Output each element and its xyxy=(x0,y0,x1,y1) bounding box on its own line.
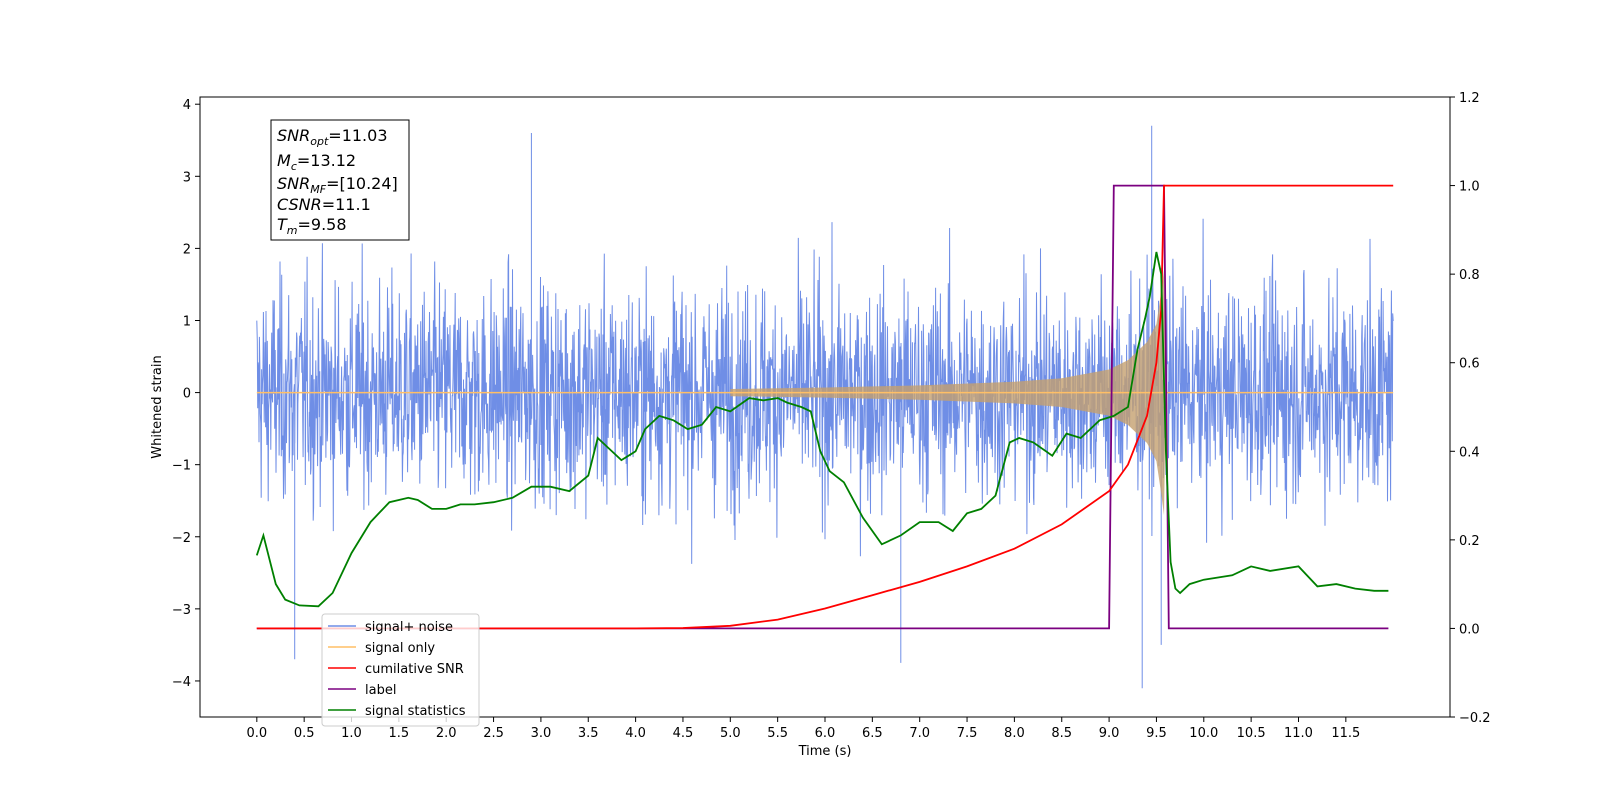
y-right-tick-label: 0.6 xyxy=(1459,357,1480,372)
y-axis-left: 4 3 2 1 0 −1 −2 −3 −4 xyxy=(172,98,200,690)
y-left-tick-label: 2 xyxy=(183,242,191,257)
info-tm: Tm=9.58 xyxy=(277,215,347,237)
info-box: SNRopt=11.03 Mc=13.12 SNRMF=[10.24] CSNR… xyxy=(270,119,410,241)
series-signal-statistics-line xyxy=(255,251,1389,608)
legend-item-cumilative-snr: cumilative SNR xyxy=(328,662,464,677)
y-left-tick-label: 0 xyxy=(183,387,191,402)
legend-item-signal-statistics: signal statistics xyxy=(328,704,466,719)
legend-label-label: label xyxy=(365,683,396,698)
x-tick-label: 5.5 xyxy=(767,726,788,741)
x-tick-label: 9.5 xyxy=(1146,726,1167,741)
x-tick-label: 4.5 xyxy=(673,726,694,741)
x-tick-label: 3.0 xyxy=(531,726,552,741)
y-left-tick-label: 4 xyxy=(183,98,191,113)
x-tick-label: 10.5 xyxy=(1237,726,1266,741)
y-right-tick-label: 0.4 xyxy=(1459,445,1480,460)
x-axis: 0.0 0.5 1.0 1.5 2.0 2.5 3.0 3.5 4.0 4.5 5.0 5.5 6.0 6… xyxy=(246,717,1360,741)
legend-label-cumilative-snr: cumilative SNR xyxy=(365,662,464,677)
x-tick-label: 0.5 xyxy=(294,726,315,741)
x-tick-label: 10.0 xyxy=(1189,726,1218,741)
x-tick-label: 7.0 xyxy=(909,726,930,741)
y-right-tick-label: −0.2 xyxy=(1459,711,1491,726)
x-tick-label: 4.0 xyxy=(625,726,646,741)
legend-label-signal-only: signal only xyxy=(365,641,435,656)
x-tick-label: 8.5 xyxy=(1051,726,1072,741)
series-cumilative-snr-line xyxy=(256,184,1394,630)
x-tick-label: 6.5 xyxy=(862,726,883,741)
x-tick-label: 8.0 xyxy=(1004,726,1025,741)
y-right-tick-label: 1.2 xyxy=(1459,91,1480,106)
legend-label-signal-statistics: signal statistics xyxy=(365,704,466,719)
x-tick-label: 1.5 xyxy=(389,726,410,741)
x-tick-label: 1.0 xyxy=(341,726,362,741)
legend-item-signal-noise: signal+ noise xyxy=(328,620,453,635)
series-signal-noise-line xyxy=(256,125,1394,689)
x-tick-label: 6.0 xyxy=(815,726,836,741)
x-axis-label: Time (s) xyxy=(798,744,852,759)
series-layer xyxy=(255,125,1394,689)
x-tick-label: 2.5 xyxy=(483,726,504,741)
x-tick-label: 3.5 xyxy=(578,726,599,741)
x-tick-label: 11.0 xyxy=(1284,726,1313,741)
legend: signal+ noise signal only cumilative SNR… xyxy=(321,613,480,727)
y-left-tick-label: 1 xyxy=(183,314,191,329)
y-axis-label: Whitened strain xyxy=(150,355,165,458)
y-left-tick-label: −2 xyxy=(172,531,191,546)
y-left-tick-label: −1 xyxy=(172,459,191,474)
x-tick-label: 5.0 xyxy=(720,726,741,741)
legend-item-label: label xyxy=(328,683,396,698)
y-left-tick-label: −4 xyxy=(172,675,191,690)
legend-item-signal-only: signal only xyxy=(328,641,435,656)
info-mc: Mc=13.12 xyxy=(277,151,356,173)
y-left-tick-label: −3 xyxy=(172,603,191,618)
info-snr-opt: SNRopt=11.03 xyxy=(277,126,388,148)
y-right-tick-label: 0.0 xyxy=(1459,622,1480,637)
info-snr-mf: SNRMF=[10.24] xyxy=(277,174,398,196)
y-right-tick-label: 1.0 xyxy=(1459,180,1480,195)
y-axis-right: 1.2 1.0 0.8 0.6 0.4 0.2 0.0 −0.2 xyxy=(1450,91,1491,726)
y-right-tick-label: 0.8 xyxy=(1459,268,1480,283)
series-label-line xyxy=(256,184,1389,630)
x-tick-label: 0.0 xyxy=(246,726,267,741)
legend-label-signal-noise: signal+ noise xyxy=(365,620,453,635)
y-right-tick-label: 0.2 xyxy=(1459,534,1480,549)
x-tick-label: 11.5 xyxy=(1331,726,1360,741)
y-left-tick-label: 3 xyxy=(183,170,191,185)
x-tick-label: 2.0 xyxy=(436,726,457,741)
info-csnr: CSNR=11.1 xyxy=(277,195,371,214)
x-tick-label: 9.0 xyxy=(1099,726,1120,741)
x-tick-label: 7.5 xyxy=(957,726,978,741)
